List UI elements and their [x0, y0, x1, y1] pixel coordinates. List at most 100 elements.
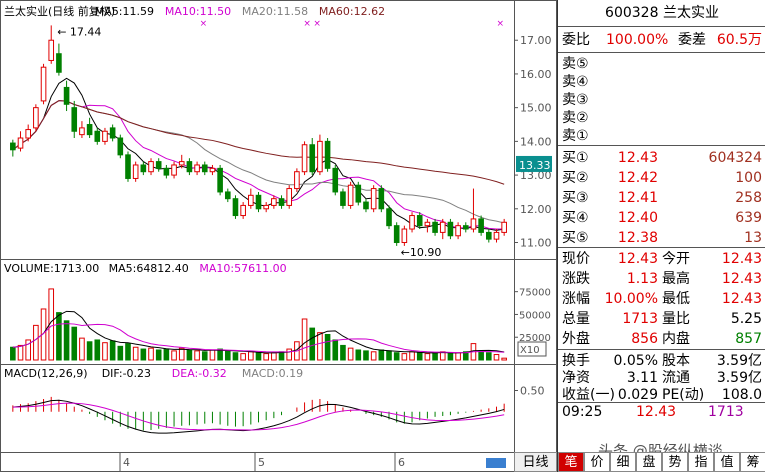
sell-level-row: 卖②	[558, 108, 765, 128]
candle-body	[94, 130, 101, 142]
candle-body	[370, 188, 377, 210]
stat-value: 1.13	[626, 271, 658, 287]
candle-body	[501, 221, 507, 233]
volume-bar	[424, 353, 431, 361]
sell-level-row: 卖③	[558, 90, 765, 110]
stat-label: 量比	[662, 311, 690, 327]
month-label: 4	[123, 456, 130, 469]
candle-body	[224, 191, 231, 200]
candle-body	[493, 231, 500, 240]
main-legend-item: MA10:11.50	[165, 5, 231, 18]
candle-body	[324, 140, 331, 169]
buy-price: 12.41	[617, 190, 658, 206]
volume-bar	[386, 350, 392, 361]
main-legend-item: MA60:12.62	[319, 5, 385, 18]
candle-body	[478, 218, 484, 233]
candle-body	[63, 86, 70, 105]
candle-body	[401, 228, 408, 244]
quote-tab[interactable]: 势	[662, 452, 688, 472]
macd-legend-item: DEA:-0.32	[172, 367, 227, 380]
volume-bar	[109, 340, 116, 361]
sell-label: 卖①	[562, 128, 589, 144]
tick-price: 12.43	[636, 404, 677, 420]
volume-bar	[117, 345, 124, 361]
volume-bar	[416, 352, 423, 361]
volume-bar	[401, 353, 408, 361]
candle-body	[155, 161, 162, 169]
volume-legend-item: VOLUME:1713.00	[4, 262, 99, 275]
volume-bar	[186, 349, 193, 361]
stat-label: 最高	[662, 271, 690, 287]
quote-tab[interactable]: 盘	[636, 452, 662, 472]
volume-bar	[194, 350, 200, 361]
candle-body	[409, 215, 415, 230]
volume-bar	[209, 349, 216, 361]
buy-volume: 639	[735, 210, 762, 226]
candle-body	[194, 164, 200, 173]
quote-tab[interactable]: 指	[688, 452, 714, 472]
volume-tick-label: 50000	[519, 310, 551, 321]
volume-bar	[33, 324, 39, 361]
stat-label: 外盘	[562, 331, 590, 347]
candle-body	[255, 194, 262, 210]
buy-volume: 100	[735, 170, 762, 186]
volume-bar	[86, 341, 93, 361]
candle-body	[248, 194, 254, 206]
current-price-box	[516, 155, 552, 172]
stat-value: 12.43	[721, 291, 762, 307]
quote-tab[interactable]: 价	[584, 452, 610, 472]
candle-body	[40, 66, 47, 102]
volume-bar	[10, 346, 16, 361]
volume-bar	[17, 344, 24, 361]
quote-tab[interactable]: 筹	[740, 452, 765, 472]
volume-bar	[140, 348, 147, 361]
volume-bar	[347, 347, 354, 361]
tick-volume: 1713	[708, 404, 744, 420]
volume-bar	[409, 351, 415, 361]
weibi-row: 委比 100.00% 委差 60.5万	[558, 30, 765, 50]
tab-daily[interactable]: 日线	[514, 452, 557, 472]
volume-legend-item: MA10:57611.00	[199, 262, 286, 275]
candle-body	[363, 201, 369, 210]
stat-label: 现价	[562, 251, 590, 267]
candle-body	[263, 204, 269, 210]
ma-line	[12, 100, 505, 230]
candle-body	[232, 198, 239, 217]
volume-bar	[71, 326, 78, 361]
volume-bar	[240, 353, 246, 361]
price-tick-label: 15.00	[520, 102, 552, 115]
candle-body	[209, 167, 216, 173]
low-annotation: ←10.90	[401, 246, 442, 259]
sell-label: 卖③	[562, 92, 589, 108]
volume-bar	[63, 320, 70, 361]
quote-tab[interactable]: 值	[714, 452, 740, 472]
candle-body	[140, 164, 147, 173]
volume-bar	[340, 344, 346, 361]
candle-body	[332, 167, 339, 193]
stat-value: 5.25	[730, 311, 762, 327]
finance-value: 3.59亿	[716, 353, 762, 369]
stat-row: 外盘 856 内盘 857	[558, 329, 765, 349]
quote-tab-bar: 笔价细盘势指值筹	[558, 452, 765, 472]
candle-body	[286, 188, 293, 206]
kline-chart-area[interactable]: 17.00 16.00 15.00 14.00 13.00 12.00 11.00 13.33…	[0, 0, 557, 472]
candle-body	[455, 225, 461, 237]
quote-tab[interactable]: 细	[610, 452, 636, 472]
candle-body	[416, 215, 423, 227]
dif-line	[12, 399, 505, 434]
volume-bar	[370, 351, 377, 361]
candle-body	[424, 221, 431, 227]
finance-value: 0.05%	[613, 353, 658, 369]
volume-bar	[125, 343, 131, 361]
candle-body	[25, 129, 31, 139]
candle-body	[240, 204, 246, 217]
sell-level-row: 卖①	[558, 126, 765, 146]
buy-level-row: 买① 12.43 604324	[558, 148, 765, 168]
buy-volume: 604324	[708, 150, 762, 166]
weibi-label: 委比	[562, 32, 590, 48]
volume-bar	[232, 352, 239, 361]
quote-tab[interactable]: 笔	[558, 452, 584, 472]
quote-panel: 600328 兰太实业 委比 100.00% 委差 60.5万 卖⑤ 卖④ 卖③ 卖②…	[557, 0, 765, 472]
candle-body	[48, 39, 55, 61]
